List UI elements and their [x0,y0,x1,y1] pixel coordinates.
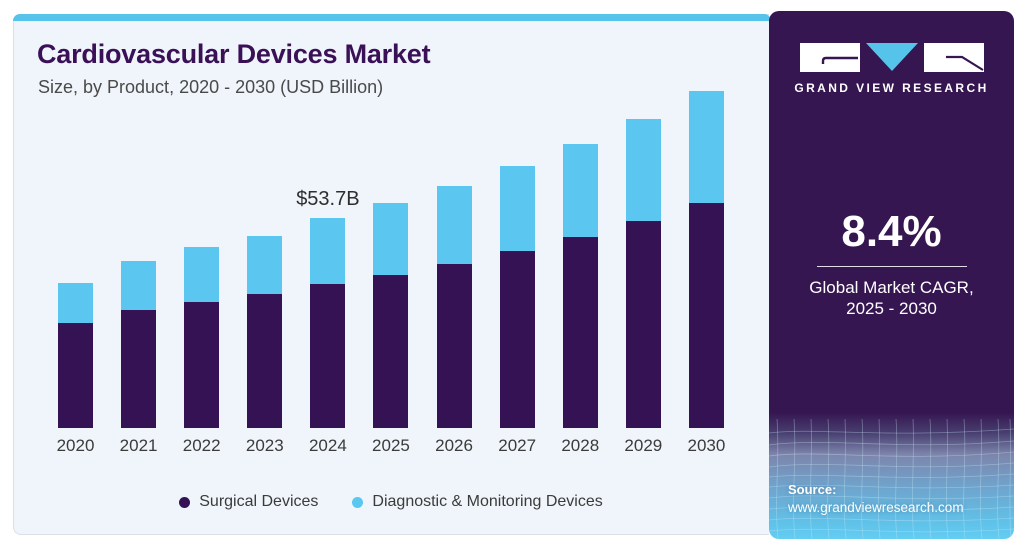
legend-label: Diagnostic & Monitoring Devices [372,493,603,510]
bar-segment-diagnostic-monitoring-devices [58,283,93,324]
stacked-bar [499,166,535,428]
legend-dot-diagnostic-monitoring-devices [352,496,364,508]
x-axis-label: 2029 [624,436,663,455]
logo-g-icon [799,43,860,72]
stacked-bar [247,235,283,428]
bar-group-2028: 2028 [549,144,612,456]
bar-chart-plot: 2020 2021 2022 2023 $53.7B 2024 2025 2026 2027 20… [44,91,738,456]
stacked-bar [184,246,220,428]
bar-group-2020: 2020 [44,283,107,456]
bar-segment-diagnostic-monitoring-devices [310,217,346,285]
bar-group-2024: $53.7B 2024 [296,188,359,456]
x-axis-label: 2025 [372,436,410,455]
wireframe-mesh-decoration [769,419,1014,539]
brand-name: GRAND VIEW RESEARCH [794,81,989,95]
bar-group-2027: 2027 [486,166,549,456]
chart-title: Cardiovascular Devices Market [37,39,431,69]
bar-segment-diagnostic-monitoring-devices [562,144,598,237]
bar-segment-diagnostic-monitoring-devices [247,235,283,294]
x-axis-label: 2020 [56,436,95,455]
gvr-logo-mark [799,43,984,72]
bar-segment-diagnostic-monitoring-devices [499,166,535,251]
x-axis-label: 2023 [245,436,284,455]
bar-segment-surgical-devices [688,202,724,428]
card-accent-bar [13,14,771,21]
bar-segment-surgical-devices [562,236,598,428]
chart-card: Cardiovascular Devices Market Size, by P… [13,14,771,535]
stacked-bar [121,260,157,428]
stacked-bar [688,91,724,428]
stacked-bar [625,119,661,428]
legend-dot-surgical-devices [179,496,191,508]
logo-triangle-icon [865,43,918,71]
bar-group-2023: 2023 [233,235,296,456]
x-axis-label: 2022 [182,436,221,455]
logo-r-icon [923,43,984,72]
stacked-bar [373,202,409,428]
bar-group-2029: 2029 [612,119,675,456]
source-block: Source: www.grandviewresearch.com [788,482,964,515]
x-axis-label: 2024 [308,436,347,455]
chart-subtitle: Size, by Product, 2020 - 2030 (USD Billi… [38,77,384,97]
bar-group-2021: 2021 [107,260,170,456]
bar-segment-surgical-devices [436,263,472,428]
x-axis-label: 2027 [498,436,537,455]
gvr-logo: GRAND VIEW RESEARCH [769,43,1014,95]
x-axis-label: 2028 [561,436,600,455]
bar-segment-surgical-devices [373,275,409,428]
legend-item-surgical-devices: Surgical Devices [179,493,318,511]
source-label: Source: [788,482,837,497]
value-annotation: $53.7B [296,187,360,210]
cagr-value: 8.4% [841,207,942,256]
brand-sidebar: GRAND VIEW RESEARCH 8.4% Global Market C… [769,11,1014,539]
x-axis-label: 2026 [435,436,473,455]
stat-divider [816,265,967,267]
bar-group-2026: 2026 [423,186,486,456]
bar-segment-diagnostic-monitoring-devices [436,186,472,264]
bar-segment-surgical-devices [58,323,93,428]
cagr-label-line1: Global Market CAGR, [809,277,974,297]
legend-label: Surgical Devices [199,493,319,510]
stacked-bar [310,217,346,428]
bar-group-2030: 2030 [675,91,738,456]
chart-legend: Surgical Devices Diagnostic & Monitoring… [44,493,738,511]
source-url[interactable]: www.grandviewresearch.com [788,500,964,515]
bar-segment-surgical-devices [310,284,346,428]
bar-segment-surgical-devices [184,302,220,428]
bar-segment-diagnostic-monitoring-devices [121,260,157,310]
stacked-bar [562,144,598,428]
bar-segment-surgical-devices [247,294,283,428]
bar-segment-diagnostic-monitoring-devices [373,202,409,276]
bar-segment-diagnostic-monitoring-devices [184,246,220,303]
bar-group-2025: 2025 [359,202,422,456]
bar-segment-surgical-devices [625,220,661,428]
cagr-stat: 8.4% Global Market CAGR, 2025 - 2030 [769,207,1014,319]
legend-item-diagnostic-monitoring-devices: Diagnostic & Monitoring Devices [352,493,603,511]
bar-group-2022: 2022 [170,246,233,456]
stacked-bar [436,186,472,428]
stacked-bar [58,283,93,428]
x-axis-label: 2030 [687,436,726,455]
bar-segment-diagnostic-monitoring-devices [625,119,661,221]
bar-segment-diagnostic-monitoring-devices [688,91,724,203]
cagr-label-line2: 2025 - 2030 [846,298,937,318]
x-axis-label: 2021 [119,436,158,455]
bar-segment-surgical-devices [499,250,535,428]
bar-segment-surgical-devices [121,310,157,428]
